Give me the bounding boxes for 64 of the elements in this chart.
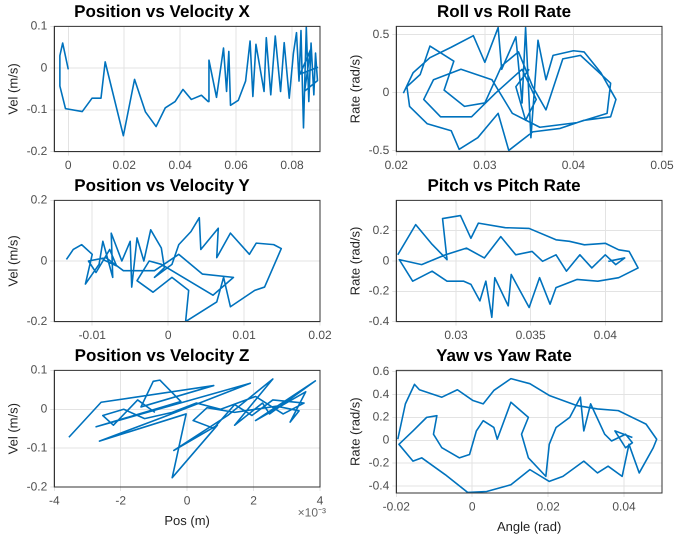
y-tick-label: 0.2 xyxy=(372,410,390,424)
y-axis-title: Vel (m/s) xyxy=(5,403,20,454)
x-tick-label: -0.02 xyxy=(382,500,410,514)
y-tick-label: -0.1 xyxy=(26,440,48,454)
text: ×10⁻³ xyxy=(298,505,326,520)
x-tick-label: 0.02 xyxy=(536,500,560,514)
y-axis-title: Vel (m/s) xyxy=(5,63,20,115)
x-tick-label: 0.02 xyxy=(384,158,408,172)
y-tick-label: 0 xyxy=(382,432,390,447)
x-tick-label: 0.08 xyxy=(280,158,304,172)
x-tick-label: 0.02 xyxy=(308,328,332,342)
y-tick-label: 0 xyxy=(382,84,390,99)
y-tick-label: -0.5 xyxy=(368,142,390,157)
y-tick-label: -0.2 xyxy=(26,314,48,328)
y-tick-label: -0.2 xyxy=(368,456,390,470)
x-tick-label: 0 xyxy=(184,494,191,508)
y-tick-label: -0.2 xyxy=(26,144,48,158)
y-axis-title: Rate (rad/s) xyxy=(347,226,362,296)
y-tick-label: 0.1 xyxy=(30,362,48,377)
chart-title: Pitch vs Pitch Rate xyxy=(427,176,581,195)
x-tick-label: 0.05 xyxy=(650,158,674,172)
x-tick-label: 2 xyxy=(250,494,258,508)
y-tick-label: 0.5 xyxy=(372,26,390,41)
x-axis-title: Pos (m) xyxy=(164,512,210,528)
y-tick-label: 0 xyxy=(382,253,390,268)
x-tick-label: 0.04 xyxy=(562,158,586,172)
chart-title: Yaw vs Yaw Rate xyxy=(436,346,572,365)
x-axis-title: Angle (rad) xyxy=(496,518,562,534)
chart-title: Position vs Velocity Z xyxy=(74,346,250,365)
y-tick-label: -0.4 xyxy=(368,314,390,328)
chart-title: Roll vs Roll Rate xyxy=(436,2,572,21)
chart-title: Position vs Velocity Y xyxy=(74,176,250,195)
y-tick-label: 0.2 xyxy=(30,192,48,207)
y-tick-label: 0 xyxy=(40,253,48,268)
x-tick-label: 0 xyxy=(468,500,476,514)
x-tick-label: 0.04 xyxy=(168,158,192,172)
y-tick-label: -0.2 xyxy=(368,284,390,298)
y-tick-label: 0.2 xyxy=(372,223,390,238)
y-tick-label: -0.4 xyxy=(368,478,390,492)
x-tick-label: 0.03 xyxy=(444,328,468,342)
x-tick-label: 0.06 xyxy=(224,158,248,172)
chart-title: Position vs Velocity X xyxy=(74,2,251,21)
x-tick-label: 0.03 xyxy=(473,158,497,172)
x-tick-label: -4 xyxy=(48,494,60,508)
y-tick-label: 0.6 xyxy=(372,364,390,378)
x-tick-label: -2 xyxy=(115,494,126,508)
x-tick-label: 0.04 xyxy=(612,500,636,514)
x-tick-label: 0.035 xyxy=(516,328,546,342)
x-tick-label: 0.02 xyxy=(112,158,136,172)
y-tick-label: 0 xyxy=(40,402,48,416)
x-tick-label: -0.01 xyxy=(78,328,106,342)
y-tick-label: 0.4 xyxy=(372,386,390,401)
x-tick-label: 0.01 xyxy=(232,328,256,342)
x-tick-label: 0.04 xyxy=(594,328,618,342)
y-tick-label: -0.2 xyxy=(26,479,48,494)
y-axis-title: Vel (m/s) xyxy=(5,235,20,287)
y-axis-title: Rate (rad/s) xyxy=(347,54,362,124)
y-axis-title: Rate (rad/s) xyxy=(347,397,362,466)
x-tick-label: 4 xyxy=(316,494,324,508)
y-tick-label: 0 xyxy=(40,60,48,74)
y-tick-label: 0.1 xyxy=(30,18,48,33)
x-tick-label: 0 xyxy=(64,158,72,172)
x-tick-label: 0 xyxy=(164,328,172,342)
y-tick-label: -0.1 xyxy=(26,102,48,116)
